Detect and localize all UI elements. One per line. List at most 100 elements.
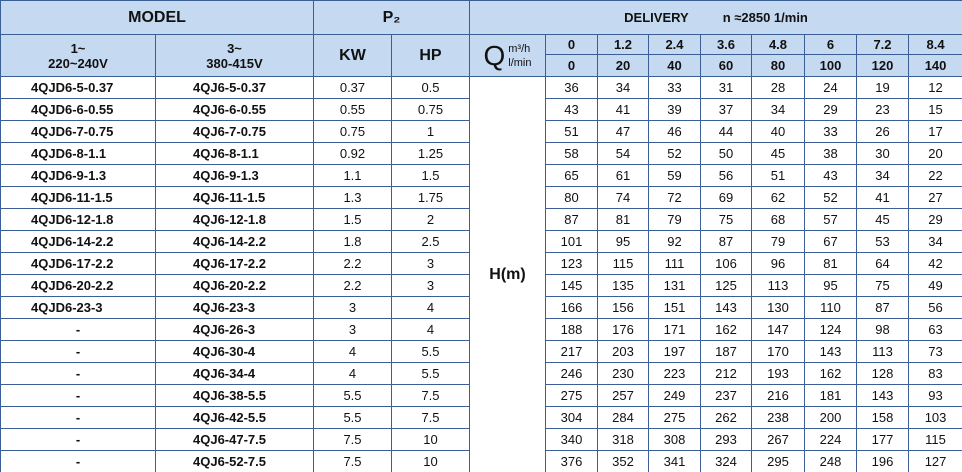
head-value: 22 xyxy=(907,164,962,187)
hp: 7.5 xyxy=(391,384,470,407)
head-value: 39 xyxy=(648,98,701,121)
head-value: 24 xyxy=(804,76,857,99)
head-value: 223 xyxy=(648,362,701,385)
hp: 1 xyxy=(391,120,470,143)
head-value: 224 xyxy=(804,428,857,451)
head-value: 34 xyxy=(751,98,805,121)
head-value: 295 xyxy=(751,450,805,472)
model-3ph: 4QJ6-7-0.75 xyxy=(155,120,314,143)
model-3ph: 4QJ6-9-1.3 xyxy=(155,164,314,187)
model-1ph: 4QJD6-7-0.75 xyxy=(0,120,156,143)
head-value: 72 xyxy=(648,186,701,209)
head-value: 257 xyxy=(597,384,649,407)
kw: 7.5 xyxy=(313,450,392,472)
flow-m3h: 7.2 xyxy=(856,34,909,55)
model-3ph: 4QJ6-26-3 xyxy=(155,318,314,341)
kw: 1.5 xyxy=(313,208,392,231)
model-1ph: - xyxy=(0,384,156,407)
head-value: 93 xyxy=(907,384,962,407)
head-value: 341 xyxy=(648,450,701,472)
flow-m3h: 1.2 xyxy=(597,34,649,55)
flow-m3h: 6 xyxy=(804,34,857,55)
head-value: 53 xyxy=(856,230,909,253)
flow-lmin: 100 xyxy=(804,54,857,77)
kw: 4 xyxy=(313,340,392,363)
head-value: 151 xyxy=(648,296,701,319)
head-value: 96 xyxy=(751,252,805,275)
head-value: 340 xyxy=(545,428,598,451)
table-row: 4QJD6-7-0.75 4QJ6-7-0.75 0.75 1 51 47 46 44 40 33… xyxy=(0,120,962,143)
head-value: 135 xyxy=(597,274,649,297)
table-row: -4QJ6-38-5.5 5.5 7.5 275 257 249 237 216 181 143 9… xyxy=(0,384,962,407)
head-value: 56 xyxy=(700,164,752,187)
head-value: 62 xyxy=(751,186,805,209)
head-value: 106 xyxy=(700,252,752,275)
head-value: 262 xyxy=(700,406,752,429)
head-value: 275 xyxy=(648,406,701,429)
flow-lmin: 0 xyxy=(545,54,598,77)
model-3ph: 4QJ6-47-7.5 xyxy=(155,428,314,451)
head-value: 61 xyxy=(597,164,649,187)
head-value: 26 xyxy=(856,120,909,143)
head-value: 197 xyxy=(648,340,701,363)
model-3ph: 4QJ6-8-1.1 xyxy=(155,142,314,165)
head-value: 308 xyxy=(648,428,701,451)
delivery-label: DELIVERY xyxy=(624,10,689,25)
kw: 1.8 xyxy=(313,230,392,253)
head-value: 17 xyxy=(907,120,962,143)
head-value: 238 xyxy=(751,406,805,429)
head-value: 124 xyxy=(804,318,857,341)
head-value: 34 xyxy=(856,164,909,187)
head-value: 95 xyxy=(804,274,857,297)
head-value: 43 xyxy=(545,98,598,121)
kw: 0.92 xyxy=(313,142,392,165)
three-phase-header: 3~ 380-415V xyxy=(155,34,314,77)
kw: 0.55 xyxy=(313,98,392,121)
speed-label: n ≈2850 1/min xyxy=(722,10,808,25)
table-row: 4QJD6-6-0.55 4QJ6-6-0.55 0.55 0.75 43 41 39 37 3… xyxy=(0,98,962,121)
head-value: 46 xyxy=(648,120,701,143)
flow-lmin: 20 xyxy=(597,54,649,77)
kw: 1.1 xyxy=(313,164,392,187)
head-value: 37 xyxy=(700,98,752,121)
hp: 1.75 xyxy=(391,186,470,209)
head-value: 54 xyxy=(597,142,649,165)
head-value: 28 xyxy=(751,76,805,99)
hp: 5.5 xyxy=(391,340,470,363)
model-1ph: 4QJD6-5-0.37 xyxy=(0,76,156,99)
head-value: 187 xyxy=(700,340,752,363)
head-value: 203 xyxy=(597,340,649,363)
kw: 3 xyxy=(313,318,392,341)
head-value: 56 xyxy=(907,296,962,319)
head-value: 143 xyxy=(856,384,909,407)
unit-lmin: l/min xyxy=(508,56,532,69)
head-value: 352 xyxy=(597,450,649,472)
head-value: 162 xyxy=(700,318,752,341)
head-value: 51 xyxy=(545,120,598,143)
hp: 5.5 xyxy=(391,362,470,385)
head-value: 36 xyxy=(545,76,598,99)
kw: 5.5 xyxy=(313,384,392,407)
head-value: 52 xyxy=(804,186,857,209)
head-value: 80 xyxy=(545,186,598,209)
head-value: 33 xyxy=(804,120,857,143)
head-value: 63 xyxy=(907,318,962,341)
head-value: 127 xyxy=(907,450,962,472)
head-value: 20 xyxy=(907,142,962,165)
head-value: 248 xyxy=(804,450,857,472)
head-value: 58 xyxy=(545,142,598,165)
flow-units: m³/h l/min xyxy=(508,42,531,70)
head-value: 170 xyxy=(751,340,805,363)
voltage-label: 220~240V xyxy=(48,55,108,71)
head-value: 230 xyxy=(597,362,649,385)
flow-lmin: 40 xyxy=(648,54,701,77)
flow-m3h: 8.4 xyxy=(907,34,962,55)
flow-m3h: 2.4 xyxy=(648,34,701,55)
head-value: 284 xyxy=(597,406,649,429)
head-value: 59 xyxy=(648,164,701,187)
head-value: 110 xyxy=(804,296,857,319)
head-value: 87 xyxy=(545,208,598,231)
model-1ph: - xyxy=(0,428,156,451)
